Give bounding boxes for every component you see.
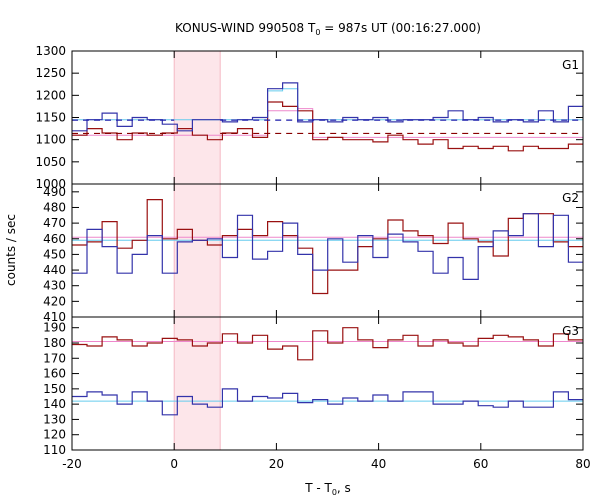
panel-label-g3: G3: [562, 324, 579, 338]
y-tick-label: 490: [43, 185, 66, 199]
y-tick-label: 160: [43, 367, 66, 381]
highlight-band: [174, 51, 221, 450]
y-tick-label: 450: [43, 247, 66, 261]
y-tick-label: 1200: [35, 88, 66, 102]
y-tick-label: 170: [43, 351, 66, 365]
x-tick-label: 0: [170, 457, 178, 471]
y-tick-label: 190: [43, 321, 66, 335]
y-tick-label: 480: [43, 200, 66, 214]
y-tick-label: 1250: [35, 66, 66, 80]
panel-frame: [71, 316, 584, 451]
panel-series-group: [72, 82, 583, 152]
chart-title: KONUS-WIND 990508 T0 = 987s UT (00:16:27…: [175, 21, 481, 37]
y-tick-label: 130: [43, 412, 66, 426]
y-tick-label: 420: [43, 294, 66, 308]
series-cyan-g1: [72, 88, 583, 121]
series-blue-g3: [72, 388, 583, 428]
y-tick-label: 140: [43, 397, 66, 411]
series-blue-g1: [72, 82, 583, 132]
x-tick-label: -20: [62, 457, 82, 471]
y-tick-label: 440: [43, 263, 66, 277]
panel-g1: 1000 1050 1100 1150 1200 1250 1300 G1: [35, 44, 584, 191]
x-tick-label: 20: [269, 457, 284, 471]
y-tick-label: 120: [43, 428, 66, 442]
series-blue-g2: [72, 203, 583, 280]
y-axis-label: counts / sec: [4, 214, 18, 286]
panel-series-group: [72, 327, 583, 428]
y-tick-label: 1000: [35, 177, 66, 191]
y-tick-label: 470: [43, 216, 66, 230]
panel-frame: [71, 50, 584, 185]
y-tick-label: 1050: [35, 155, 66, 169]
series-red-g2: [72, 199, 583, 295]
x-tick-label: 40: [371, 457, 386, 471]
y-tick-label: 460: [43, 232, 66, 246]
panel-label-g1: G1: [562, 58, 579, 72]
x-tick-label: 60: [473, 457, 488, 471]
y-tick-label: 1150: [35, 111, 66, 125]
y-tick-label: 430: [43, 279, 66, 293]
series-red-g1: [72, 101, 583, 152]
series-red-g3: [72, 327, 583, 361]
x-tick-label: 80: [575, 457, 590, 471]
y-tick-label: 410: [43, 310, 66, 324]
x-axis-label: T - T0, s: [304, 481, 351, 497]
y-tick-label: 110: [43, 443, 66, 457]
y-tick-label: 150: [43, 382, 66, 396]
y-tick-label: 1300: [35, 44, 66, 58]
plot-area: 1000105011001150120012501300G14104204304…: [35, 44, 591, 471]
panel-series-group: [72, 199, 583, 295]
panel-label-g2: G2: [562, 191, 579, 205]
y-tick-label: 180: [43, 336, 66, 350]
y-tick-label: 1100: [35, 133, 66, 147]
